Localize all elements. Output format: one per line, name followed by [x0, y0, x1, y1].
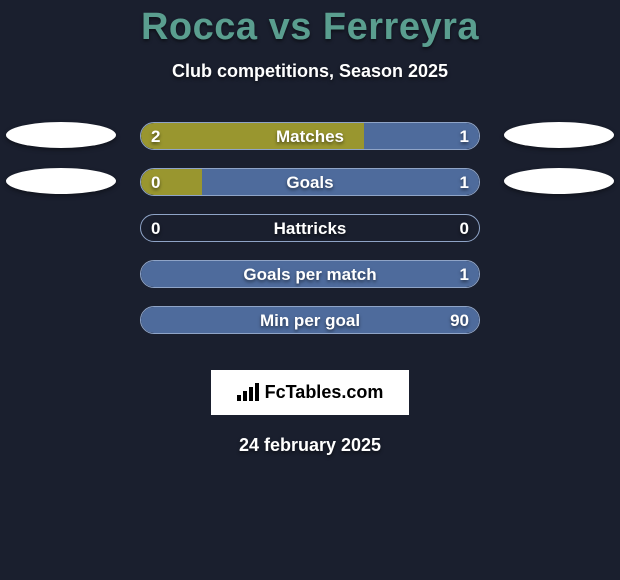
- value-right: 1: [460, 127, 469, 147]
- stat-row: 0 0Hattricks: [0, 214, 620, 260]
- bar-right: [141, 261, 479, 287]
- comparison-infographic: Rocca vs Ferreyra Club competitions, Sea…: [0, 0, 620, 580]
- bar-left: [141, 123, 364, 149]
- stat-label: Hattricks: [141, 219, 479, 239]
- branding-label: FcTables.com: [265, 382, 384, 402]
- value-right: 1: [460, 173, 469, 193]
- stat-row: 90Min per goal: [0, 306, 620, 352]
- value-right: 90: [450, 311, 469, 331]
- value-right: 1: [460, 265, 469, 285]
- footer-date: 24 february 2025: [0, 435, 620, 456]
- bar-right: [202, 169, 479, 195]
- chart-area: 21Matches01Goals00Hattricks1Goals per ma…: [0, 122, 620, 352]
- stat-row: 1Goals per match: [0, 260, 620, 306]
- page-title: Rocca vs Ferreyra: [0, 0, 620, 49]
- bar-track: 01Goals: [140, 168, 480, 196]
- value-right: 0: [460, 219, 469, 239]
- bar-track: 1Goals per match: [140, 260, 480, 288]
- branding-badge: FcTables.com: [211, 370, 410, 415]
- stat-row: 21Matches: [0, 122, 620, 168]
- player-marker-left: [6, 122, 116, 148]
- bar-right: [141, 307, 479, 333]
- player-marker-left: [6, 168, 116, 194]
- bar-track: 21Matches: [140, 122, 480, 150]
- bars-icon: [237, 383, 259, 401]
- value-left: 0: [151, 219, 160, 239]
- bar-track: 90Min per goal: [140, 306, 480, 334]
- page-subtitle: Club competitions, Season 2025: [0, 61, 620, 82]
- player-marker-right: [504, 168, 614, 194]
- value-left: 0: [151, 173, 160, 193]
- value-left: 2: [151, 127, 160, 147]
- bar-track: 0 0Hattricks: [140, 214, 480, 242]
- player-marker-right: [504, 122, 614, 148]
- stat-row: 01Goals: [0, 168, 620, 214]
